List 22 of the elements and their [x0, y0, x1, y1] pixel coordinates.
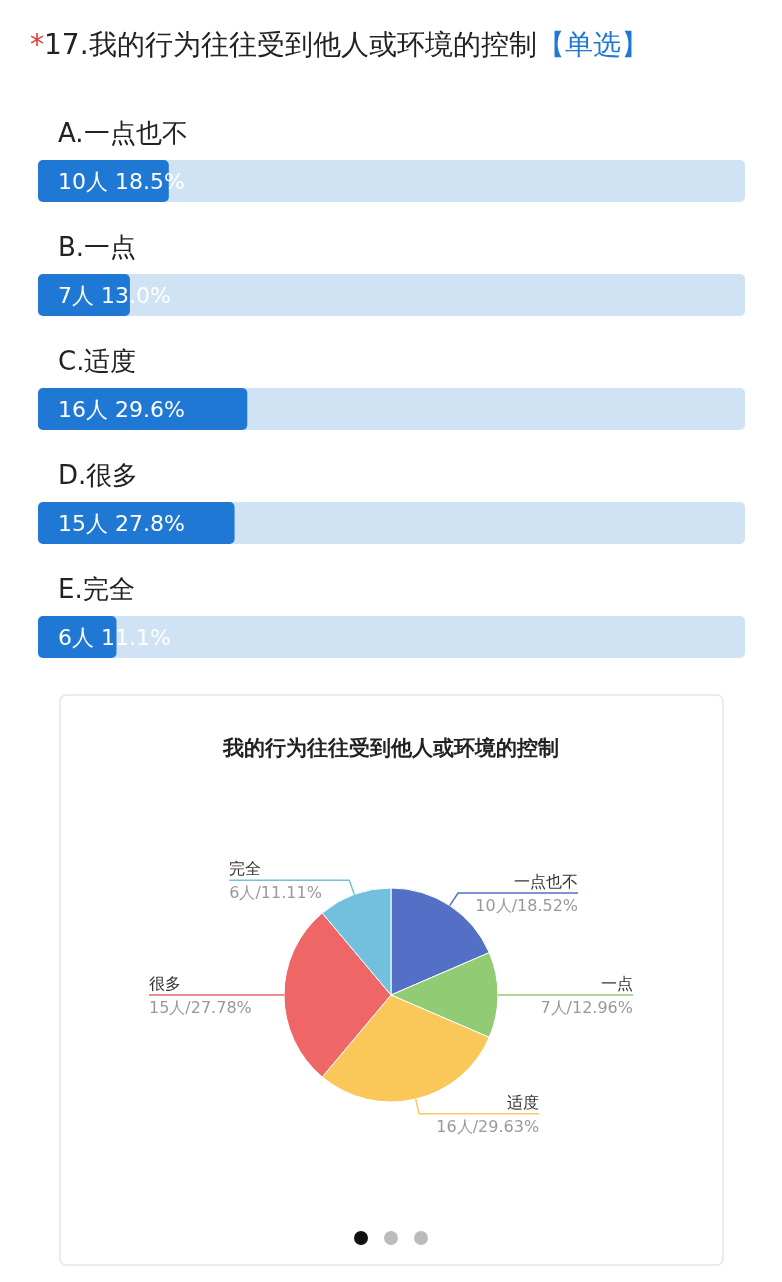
y-tick-label: D.很多 [58, 460, 139, 490]
chart-title: *17.我的行为往往受到他人或环境的控制 [30, 28, 537, 61]
chart-subtitle: 【单选】 [536, 28, 649, 61]
slice-label: 很多 [149, 974, 181, 993]
slice-label: 适度 [507, 1092, 540, 1112]
data-label: 15人 27.8% [58, 511, 185, 536]
data-label: 16人/29.63% [436, 1116, 540, 1136]
data-label: 6人/11.11% [229, 883, 322, 903]
data-label: 7人/12.96% [540, 998, 633, 1017]
slice-label: 完全 [229, 859, 262, 879]
chart-title: 我的行为往往受到他人或环境的控制 [222, 736, 559, 760]
data-label: 16人 29.6% [58, 397, 185, 422]
slice-label: 一点也不 [514, 872, 579, 892]
bar [38, 502, 235, 544]
bar [38, 388, 248, 430]
y-tick-label: A.一点也不 [58, 118, 188, 148]
data-label: 10人/18.52% [475, 896, 579, 916]
y-tick-label: C.适度 [58, 346, 137, 376]
y-tick-label: B.一点 [58, 232, 137, 262]
y-tick-label: E.完全 [58, 574, 135, 604]
data-label: 15人/27.78% [149, 998, 252, 1017]
slice-label: 一点 [601, 974, 633, 993]
